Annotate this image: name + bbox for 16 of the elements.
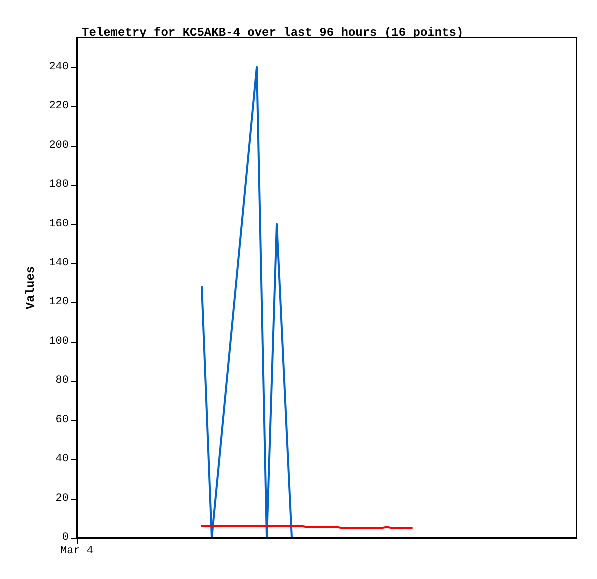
y-tick-label: 140 bbox=[49, 257, 69, 270]
y-tick-label: 40 bbox=[56, 454, 69, 466]
y-tick-label: 120 bbox=[49, 296, 69, 309]
y-tick-label: 80 bbox=[56, 375, 69, 388]
y-tick-label: 240 bbox=[49, 61, 69, 74]
y-tick-label: 200 bbox=[49, 140, 69, 152]
x-tick-label: Mar 4 bbox=[60, 546, 94, 558]
y-tick-label: 220 bbox=[49, 100, 69, 113]
y-tick-label: 160 bbox=[49, 218, 69, 230]
y-tick-label: 0 bbox=[62, 532, 69, 544]
chart-title: Telemetry for KC5AKB-4 over last 96 hours (16 points) bbox=[82, 26, 464, 40]
y-tick-label: 60 bbox=[56, 414, 69, 426]
y-tick-label: 100 bbox=[49, 336, 69, 348]
y-tick-label: 20 bbox=[56, 492, 69, 505]
y-tick-label: 180 bbox=[49, 179, 69, 192]
y-axis-title: Values bbox=[24, 266, 38, 310]
